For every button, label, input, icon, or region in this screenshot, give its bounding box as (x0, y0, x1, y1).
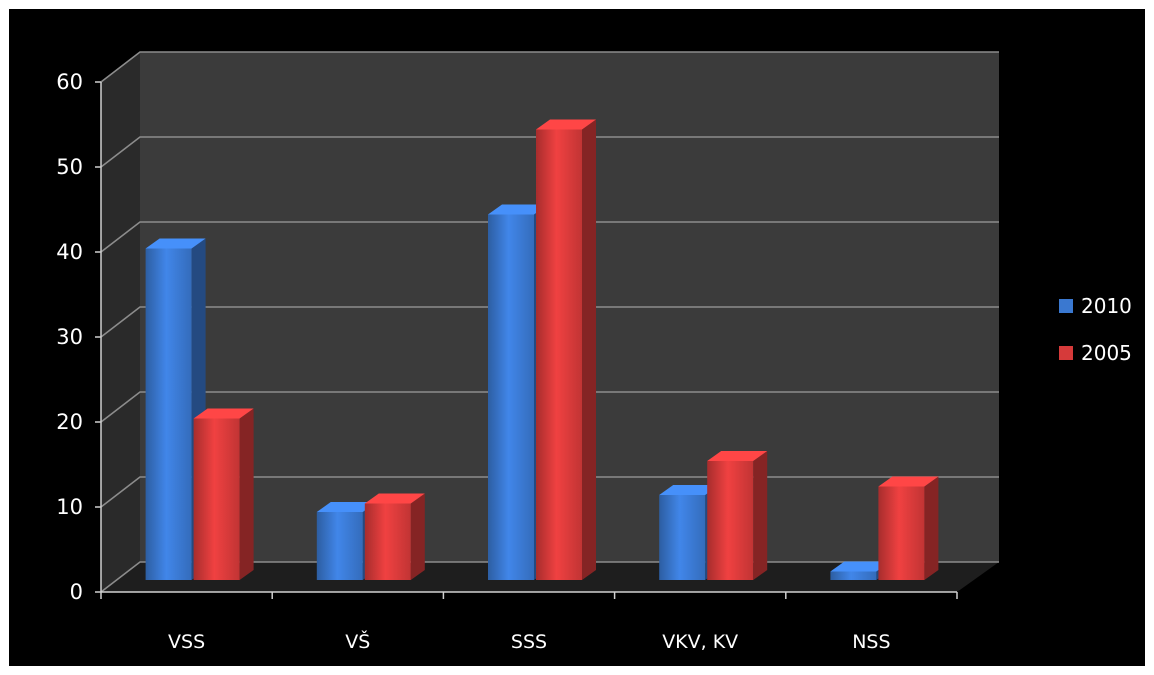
category-label: VKV, KV (662, 631, 738, 653)
bar-side (239, 408, 254, 580)
y-tick-label: 30 (56, 325, 83, 349)
legend-label: 2005 (1081, 341, 1132, 365)
y-tick-label: 0 (70, 580, 83, 604)
bar-top (830, 561, 891, 572)
gridline (100, 306, 999, 338)
category-label: VSS (168, 631, 205, 653)
bar-top (707, 451, 768, 461)
gridline (100, 391, 999, 423)
bar-top (878, 476, 939, 487)
y-tick-label: 10 (56, 495, 83, 519)
bar (488, 214, 534, 580)
category-label: VŠ (345, 629, 370, 653)
bar-top (488, 204, 548, 215)
bar-side (753, 451, 768, 580)
gridline (100, 136, 999, 168)
bar (316, 512, 363, 580)
category-label: SSS (511, 631, 547, 653)
bar (878, 486, 925, 580)
legend-label: 2010 (1081, 294, 1132, 318)
y-tick-label: 40 (56, 240, 83, 264)
y-tick-label: 50 (56, 155, 83, 179)
bar-top (536, 119, 596, 130)
bar-top (659, 485, 720, 495)
category-label: NSS (852, 631, 890, 653)
legend-swatch (1059, 299, 1073, 313)
bar (707, 461, 754, 580)
gridline (100, 51, 999, 83)
bar (536, 129, 582, 580)
bar (364, 503, 411, 580)
bar-top (364, 493, 425, 504)
bar-side (924, 476, 939, 580)
bar-side (410, 493, 425, 580)
bar (659, 495, 706, 580)
bar-top (193, 408, 254, 419)
bar (193, 418, 240, 580)
bar-side (582, 119, 596, 580)
y-tick-label: 20 (56, 410, 83, 434)
gridline (100, 221, 999, 253)
bar-top (316, 502, 377, 512)
bar (830, 571, 877, 580)
bar (145, 248, 192, 580)
bar-top (145, 238, 206, 249)
chart-frame: 0 10 20 30 40 50 60 VSS VŠ SSS VKV, KV NSS 2010 2005 (9, 9, 1145, 666)
legend-swatch (1059, 346, 1073, 360)
bar-chart: 0 10 20 30 40 50 60 VSS VŠ SSS VKV, KV NSS 2010 2005 (56, 51, 1132, 653)
y-tick-label: 60 (56, 70, 83, 94)
